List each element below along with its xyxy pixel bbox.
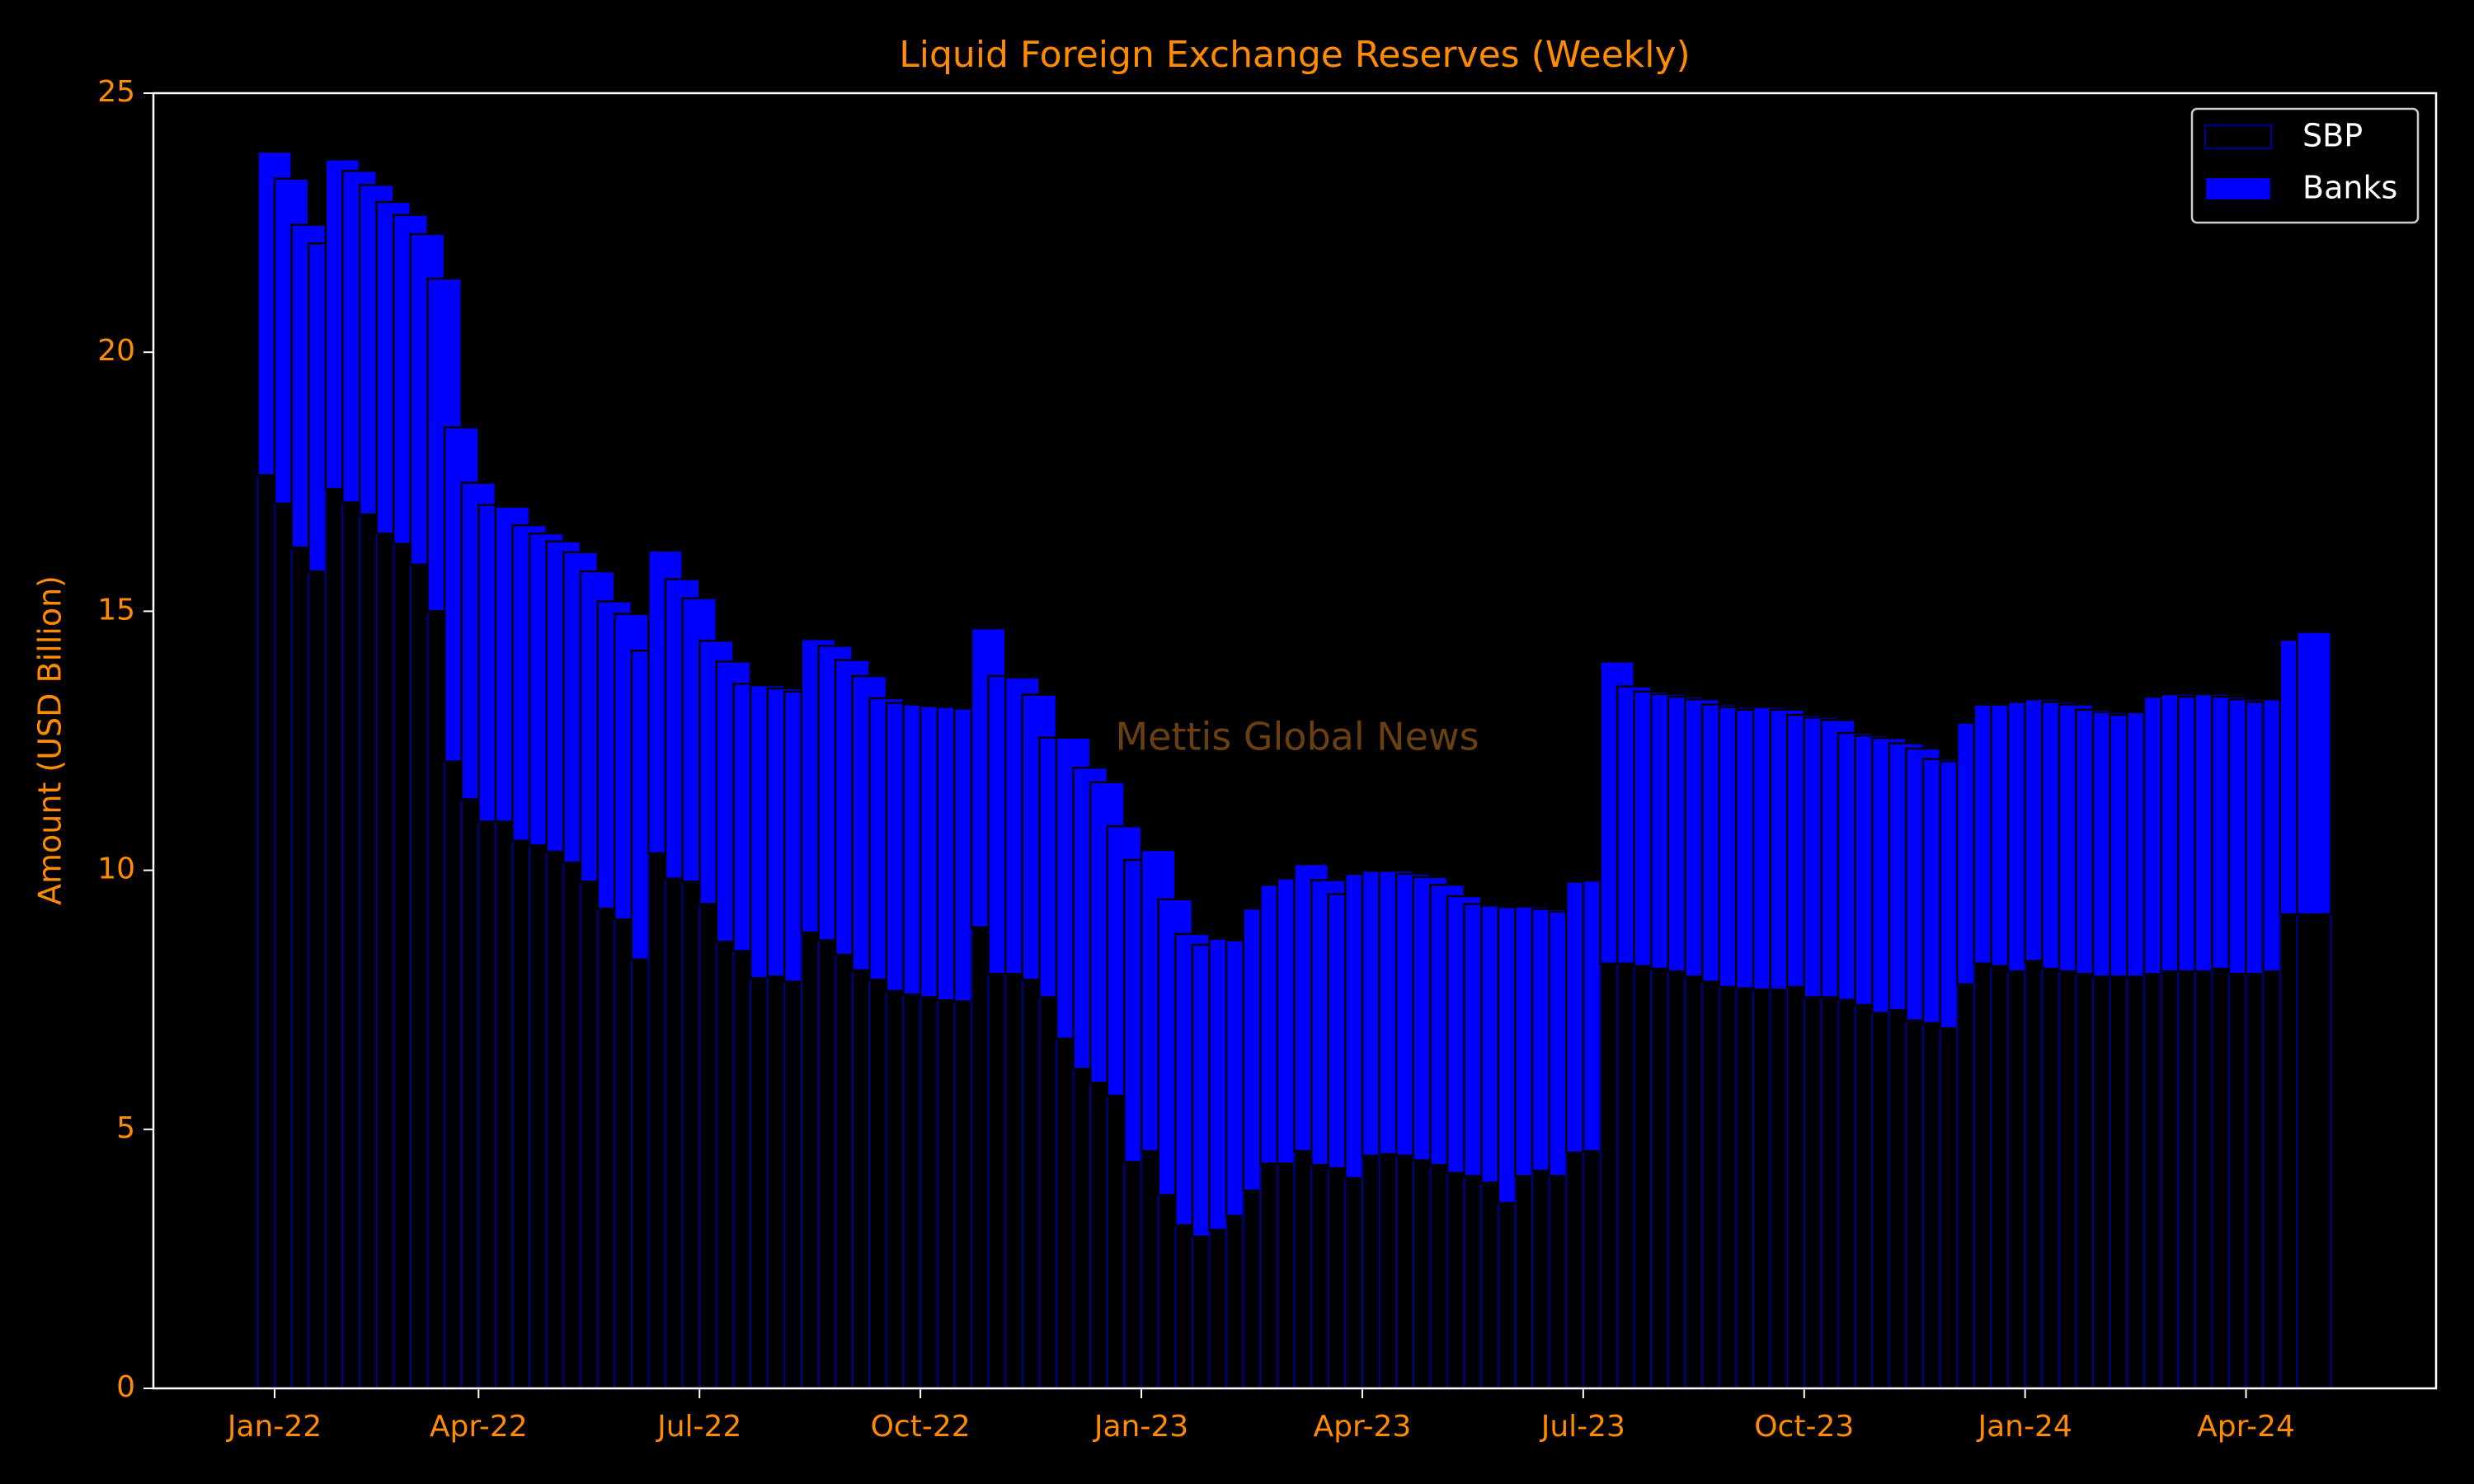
x-tick-label: Apr-23 bbox=[1314, 1410, 1412, 1444]
y-tick-label: 20 bbox=[97, 334, 135, 368]
watermark: Mettis Global News bbox=[1115, 715, 1479, 759]
bar-0 bbox=[2296, 913, 2332, 1390]
x-tick-label: Jan-24 bbox=[1977, 1410, 2072, 1444]
x-tick-label: Oct-22 bbox=[871, 1410, 971, 1444]
x-tick-label: Apr-24 bbox=[2197, 1410, 2295, 1444]
y-tick-label: 10 bbox=[97, 852, 135, 886]
legend-label: SBP bbox=[2302, 118, 2363, 154]
plot-frame bbox=[152, 92, 2438, 1390]
x-tick-label: Oct-23 bbox=[1754, 1410, 1854, 1444]
legend-swatch bbox=[2204, 124, 2273, 150]
x-tick-label: Jan-22 bbox=[226, 1410, 322, 1444]
x-tick-label: Jul-22 bbox=[656, 1410, 741, 1444]
y-tick-label: 15 bbox=[97, 593, 135, 627]
y-tick-label: 25 bbox=[97, 75, 135, 109]
legend-swatch bbox=[2204, 176, 2273, 202]
x-tick-label: Apr-22 bbox=[430, 1410, 528, 1444]
y-axis-label: Amount (USD Billion) bbox=[32, 575, 68, 905]
y-tick-label: 0 bbox=[116, 1370, 135, 1404]
legend-label: Banks bbox=[2302, 170, 2397, 206]
y-tick-label: 5 bbox=[116, 1111, 135, 1145]
chart-title: Liquid Foreign Exchange Reserves (Weekly… bbox=[899, 34, 1690, 76]
bar-1 bbox=[2296, 631, 2332, 916]
x-tick-label: Jul-23 bbox=[1540, 1410, 1625, 1444]
x-tick-label: Jan-23 bbox=[1093, 1410, 1188, 1444]
